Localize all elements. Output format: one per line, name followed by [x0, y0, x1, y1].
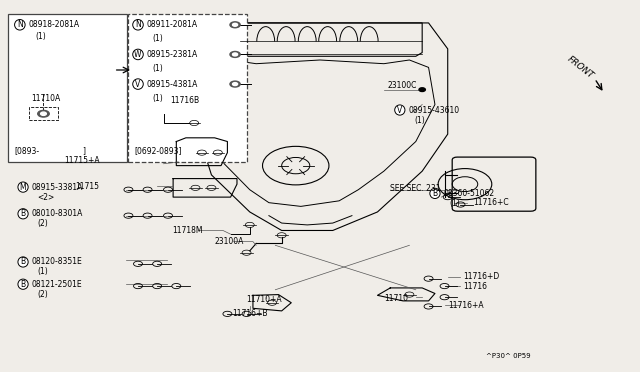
Circle shape	[230, 51, 240, 57]
Text: ^P30^ 0P59: ^P30^ 0P59	[486, 353, 531, 359]
Text: 23100C: 23100C	[387, 81, 417, 90]
Text: 08915-43610: 08915-43610	[408, 106, 460, 115]
Text: 11716: 11716	[464, 282, 488, 291]
Text: (1): (1)	[153, 34, 163, 44]
Text: [0893-: [0893-	[15, 146, 40, 155]
Text: 11716+A: 11716+A	[448, 301, 483, 310]
Text: (1): (1)	[153, 94, 163, 103]
Text: N: N	[135, 20, 141, 29]
Bar	[29, 107, 58, 121]
Circle shape	[232, 53, 237, 56]
Bar	[129, 14, 246, 162]
Text: 11718M: 11718M	[172, 226, 202, 235]
Text: [0692-0893]: [0692-0893]	[135, 146, 182, 155]
Text: B: B	[433, 189, 438, 198]
Text: 08915-3381A: 08915-3381A	[31, 183, 83, 192]
Text: 11710+A: 11710+A	[246, 295, 282, 304]
Text: FRONT: FRONT	[566, 54, 595, 80]
Text: SEE SEC. 231: SEE SEC. 231	[390, 185, 441, 193]
Circle shape	[230, 81, 240, 87]
Circle shape	[419, 88, 426, 92]
Text: 08360-51062: 08360-51062	[444, 189, 494, 198]
Text: 11715: 11715	[76, 182, 100, 190]
Text: 08918-2081A: 08918-2081A	[29, 20, 80, 29]
Text: 11716+B: 11716+B	[232, 310, 268, 318]
Text: V: V	[136, 80, 141, 89]
Text: 08121-2501E: 08121-2501E	[31, 280, 82, 289]
Text: (2): (2)	[38, 290, 49, 299]
Circle shape	[230, 22, 240, 28]
Text: B: B	[20, 280, 26, 289]
Text: 11715+A: 11715+A	[64, 155, 100, 164]
Text: (2): (2)	[38, 219, 49, 228]
Text: (1): (1)	[450, 199, 460, 208]
Bar	[8, 14, 127, 162]
Text: N: N	[17, 20, 23, 29]
Text: 11710: 11710	[384, 294, 408, 303]
Text: W: W	[134, 50, 141, 59]
Text: B: B	[20, 257, 26, 266]
Circle shape	[232, 83, 237, 86]
Text: (1): (1)	[38, 267, 49, 276]
Text: 11716B: 11716B	[170, 96, 199, 105]
Text: 11716+D: 11716+D	[464, 272, 500, 281]
Circle shape	[38, 110, 49, 117]
Text: 11716+C: 11716+C	[473, 198, 509, 207]
Text: 11710A: 11710A	[31, 94, 60, 103]
Text: 08915-4381A: 08915-4381A	[147, 80, 198, 89]
Text: 08010-8301A: 08010-8301A	[31, 209, 83, 218]
Circle shape	[40, 112, 46, 115]
Text: 08911-2081A: 08911-2081A	[147, 20, 197, 29]
Text: (1): (1)	[35, 32, 46, 41]
Text: V: V	[397, 106, 403, 115]
Circle shape	[232, 23, 237, 26]
Text: M: M	[20, 183, 26, 192]
Text: 08120-8351E: 08120-8351E	[31, 257, 82, 266]
Text: 08915-2381A: 08915-2381A	[147, 50, 198, 59]
Text: B: B	[20, 209, 26, 218]
Text: (1): (1)	[153, 64, 163, 73]
Text: ]: ]	[82, 146, 84, 155]
Text: (1): (1)	[415, 116, 425, 125]
Text: <2>: <2>	[38, 193, 55, 202]
Text: 23100A: 23100A	[214, 237, 244, 246]
